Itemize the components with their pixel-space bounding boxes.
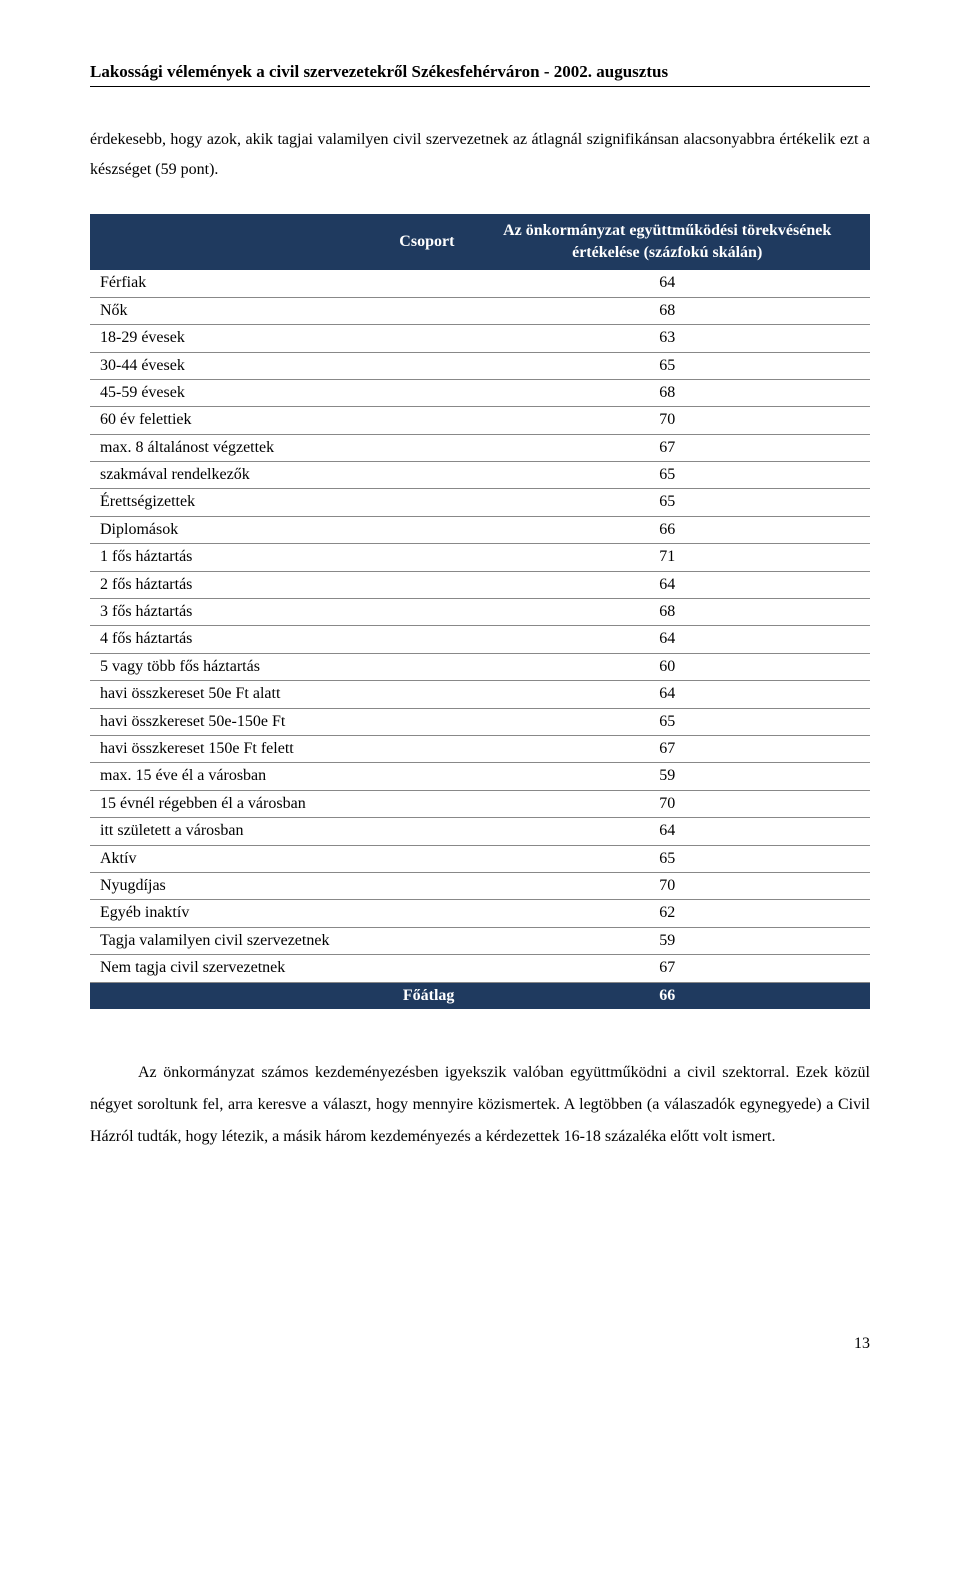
- table-row: Nyugdíjas70: [90, 872, 870, 899]
- row-value: 68: [464, 379, 870, 406]
- row-label: 60 év felettiek: [90, 407, 464, 434]
- row-value: 63: [464, 325, 870, 352]
- row-value: 67: [464, 434, 870, 461]
- row-label: havi összkereset 50e-150e Ft: [90, 708, 464, 735]
- table-footer-row: Főátlag66: [90, 982, 870, 1009]
- row-value: 64: [464, 681, 870, 708]
- row-value: 64: [464, 571, 870, 598]
- page-header: Lakossági vélemények a civil szervezetek…: [90, 60, 870, 87]
- table-row: 45-59 évesek68: [90, 379, 870, 406]
- row-label: havi összkereset 50e Ft alatt: [90, 681, 464, 708]
- row-label: 45-59 évesek: [90, 379, 464, 406]
- intro-paragraph: érdekesebb, hogy azok, akik tagjai valam…: [90, 125, 870, 186]
- table-row: itt született a városban64: [90, 818, 870, 845]
- row-label: Diplomások: [90, 516, 464, 543]
- table-row: Diplomások66: [90, 516, 870, 543]
- row-label: 30-44 évesek: [90, 352, 464, 379]
- table-row: Érettségizettek65: [90, 489, 870, 516]
- table-row: 1 fős háztartás71: [90, 544, 870, 571]
- row-label: Egyéb inaktív: [90, 900, 464, 927]
- col-header-group: Csoport: [90, 214, 464, 271]
- table-row: szakmával rendelkezők65: [90, 462, 870, 489]
- row-label: Férfiak: [90, 270, 464, 297]
- table-row: havi összkereset 150e Ft felett67: [90, 736, 870, 763]
- table-row: havi összkereset 50e Ft alatt64: [90, 681, 870, 708]
- table-row: 15 évnél régebben él a városban70: [90, 790, 870, 817]
- row-value: 62: [464, 900, 870, 927]
- row-value: 66: [464, 516, 870, 543]
- row-label: szakmával rendelkezők: [90, 462, 464, 489]
- row-label: 3 fős háztartás: [90, 599, 464, 626]
- table-header-row: Csoport Az önkormányzat együttműködési t…: [90, 214, 870, 271]
- table-row: Egyéb inaktív62: [90, 900, 870, 927]
- table-row: 60 év felettiek70: [90, 407, 870, 434]
- table-row: max. 15 éve él a városban59: [90, 763, 870, 790]
- row-label: Tagja valamilyen civil szervezetnek: [90, 927, 464, 954]
- row-value: 67: [464, 736, 870, 763]
- row-label: havi összkereset 150e Ft felett: [90, 736, 464, 763]
- row-value: 64: [464, 818, 870, 845]
- row-value: 71: [464, 544, 870, 571]
- row-label: max. 8 általánost végzettek: [90, 434, 464, 461]
- table-row: 3 fős háztartás68: [90, 599, 870, 626]
- row-value: 65: [464, 462, 870, 489]
- row-value: 70: [464, 407, 870, 434]
- row-label: 1 fős háztartás: [90, 544, 464, 571]
- table-row: 2 fős háztartás64: [90, 571, 870, 598]
- table-row: 4 fős háztartás64: [90, 626, 870, 653]
- row-value: 70: [464, 872, 870, 899]
- table-row: Nem tagja civil szervezetnek67: [90, 955, 870, 982]
- table-row: Nők68: [90, 297, 870, 324]
- row-label: 18-29 évesek: [90, 325, 464, 352]
- table-row: max. 8 általánost végzettek67: [90, 434, 870, 461]
- row-label: Nők: [90, 297, 464, 324]
- row-value: 60: [464, 653, 870, 680]
- row-value: 65: [464, 845, 870, 872]
- footer-label: Főátlag: [90, 982, 464, 1009]
- row-label: 4 fős háztartás: [90, 626, 464, 653]
- row-label: max. 15 éve él a városban: [90, 763, 464, 790]
- table-row: Férfiak64: [90, 270, 870, 297]
- col-header-value: Az önkormányzat együttműködési törekvésé…: [464, 214, 870, 271]
- row-value: 64: [464, 270, 870, 297]
- row-value: 65: [464, 708, 870, 735]
- footer-value: 66: [464, 982, 870, 1009]
- row-value: 65: [464, 489, 870, 516]
- row-label: Érettségizettek: [90, 489, 464, 516]
- row-label: Nem tagja civil szervezetnek: [90, 955, 464, 982]
- row-value: 59: [464, 927, 870, 954]
- row-value: 59: [464, 763, 870, 790]
- row-value: 65: [464, 352, 870, 379]
- body-paragraph: Az önkormányzat számos kezdeményezésben …: [90, 1057, 870, 1153]
- row-label: itt született a városban: [90, 818, 464, 845]
- row-label: 5 vagy több fős háztartás: [90, 653, 464, 680]
- table-row: havi összkereset 50e-150e Ft65: [90, 708, 870, 735]
- row-label: 2 fős háztartás: [90, 571, 464, 598]
- page-number: 13: [90, 1333, 870, 1355]
- row-value: 64: [464, 626, 870, 653]
- row-label: Nyugdíjas: [90, 872, 464, 899]
- row-value: 67: [464, 955, 870, 982]
- row-value: 70: [464, 790, 870, 817]
- table-row: 5 vagy több fős háztartás60: [90, 653, 870, 680]
- row-value: 68: [464, 599, 870, 626]
- table-row: Aktív65: [90, 845, 870, 872]
- data-table: Csoport Az önkormányzat együttműködési t…: [90, 214, 870, 1009]
- row-label: Aktív: [90, 845, 464, 872]
- table-row: 30-44 évesek65: [90, 352, 870, 379]
- row-label: 15 évnél régebben él a városban: [90, 790, 464, 817]
- table-row: 18-29 évesek63: [90, 325, 870, 352]
- row-value: 68: [464, 297, 870, 324]
- table-row: Tagja valamilyen civil szervezetnek59: [90, 927, 870, 954]
